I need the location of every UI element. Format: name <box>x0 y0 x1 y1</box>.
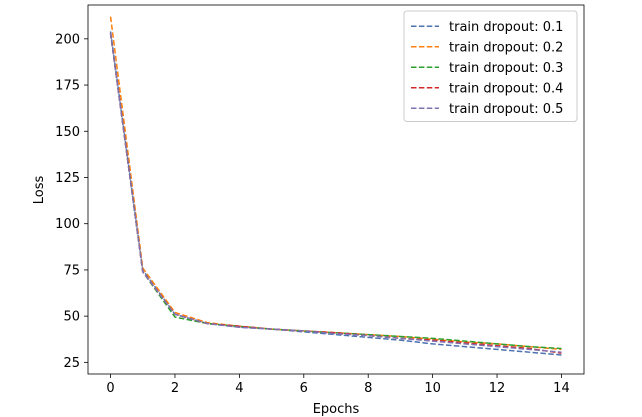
x-tick-label: 14 <box>553 381 570 396</box>
legend: train dropout: 0.1 train dropout: 0.2 trai… <box>403 10 578 122</box>
y-tick-label: 175 <box>55 79 80 94</box>
series-line-dropout-3 <box>109 33 562 350</box>
y-axis-label: Loss <box>32 176 47 205</box>
series-lines <box>109 16 562 356</box>
x-axis-label: Epochs <box>313 402 360 417</box>
x-tick-label: 6 <box>300 381 308 396</box>
series-line-dropout-5 <box>109 33 562 353</box>
x-tick-label: 4 <box>235 381 243 396</box>
x-tick-label: 0 <box>106 381 114 396</box>
y-tick-label: 50 <box>63 310 80 325</box>
y-axis-ticks: 25 50 75 100 125 150 175 200 <box>55 32 88 371</box>
y-tick-label: 100 <box>55 217 80 232</box>
legend-box <box>403 10 578 122</box>
x-tick-label: 10 <box>424 381 441 396</box>
y-tick-label: 150 <box>55 125 80 140</box>
x-axis-ticks: 0 2 4 6 8 10 12 14 <box>106 374 570 396</box>
legend-label: train dropout: 0.5 <box>449 102 563 117</box>
x-tick-label: 2 <box>171 381 179 396</box>
legend-label: train dropout: 0.2 <box>449 40 563 55</box>
y-tick-label: 125 <box>55 171 80 186</box>
legend-label: train dropout: 0.3 <box>449 61 563 76</box>
y-tick-label: 75 <box>63 263 80 278</box>
x-tick-label: 12 <box>489 381 506 396</box>
legend-label: train dropout: 0.1 <box>449 20 563 35</box>
y-tick-label: 25 <box>63 356 80 371</box>
legend-label: train dropout: 0.4 <box>449 81 563 96</box>
y-tick-label: 200 <box>55 32 80 47</box>
series-line-dropout-1 <box>109 31 562 356</box>
x-tick-label: 8 <box>364 381 372 396</box>
